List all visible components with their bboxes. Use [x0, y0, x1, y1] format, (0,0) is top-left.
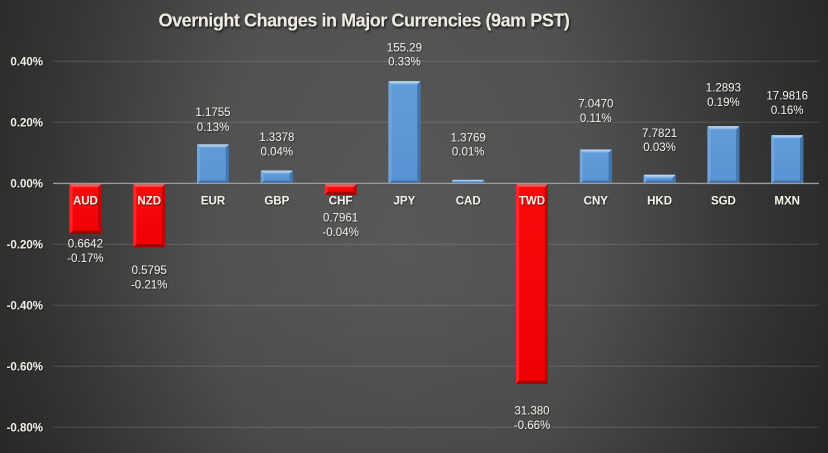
svg-text:-0.66%: -0.66%	[514, 420, 550, 432]
svg-text:0.6642: 0.6642	[68, 238, 103, 250]
svg-text:SGD: SGD	[711, 195, 736, 207]
svg-text:7.0470: 7.0470	[578, 98, 613, 110]
svg-text:CNY: CNY	[584, 195, 609, 207]
svg-text:31.380: 31.380	[514, 406, 549, 418]
svg-text:0.13%: 0.13%	[197, 122, 230, 134]
svg-text:EUR: EUR	[201, 195, 226, 207]
svg-text:AUD: AUD	[73, 195, 98, 207]
svg-text:0.40%: 0.40%	[10, 56, 43, 68]
svg-text:-0.20%: -0.20%	[7, 239, 43, 251]
svg-text:-0.21%: -0.21%	[131, 280, 167, 292]
svg-text:0.33%: 0.33%	[388, 57, 421, 69]
svg-text:0.01%: 0.01%	[452, 147, 485, 159]
svg-text:0.19%: 0.19%	[707, 97, 740, 109]
svg-text:CHF: CHF	[329, 195, 353, 207]
svg-text:0.7961: 0.7961	[323, 213, 358, 225]
svg-text:0.03%: 0.03%	[643, 142, 676, 154]
svg-text:1.3378: 1.3378	[259, 132, 294, 144]
svg-text:1.3769: 1.3769	[451, 132, 486, 144]
svg-text:0.11%: 0.11%	[580, 113, 612, 125]
svg-text:-0.04%: -0.04%	[322, 227, 358, 239]
svg-text:JPY: JPY	[394, 195, 416, 207]
svg-text:-0.60%: -0.60%	[7, 361, 43, 373]
svg-text:0.00%: 0.00%	[10, 178, 43, 190]
svg-text:MXN: MXN	[774, 195, 800, 207]
svg-text:0.20%: 0.20%	[10, 117, 43, 129]
svg-text:7.7821: 7.7821	[642, 128, 677, 140]
svg-text:155.29: 155.29	[387, 42, 422, 54]
svg-text:0.16%: 0.16%	[771, 105, 804, 117]
svg-text:Overnight Changes in Major Cur: Overnight Changes in Major Currencies (9…	[159, 11, 570, 31]
svg-text:17.9816: 17.9816	[766, 91, 808, 103]
svg-text:1.2893: 1.2893	[706, 83, 741, 95]
svg-text:CAD: CAD	[456, 195, 481, 207]
svg-text:-0.80%: -0.80%	[7, 422, 43, 434]
svg-text:-0.40%: -0.40%	[7, 300, 43, 312]
svg-text:TWD: TWD	[519, 195, 545, 207]
svg-text:HKD: HKD	[647, 195, 672, 207]
svg-text:0.04%: 0.04%	[260, 146, 293, 158]
svg-text:GBP: GBP	[264, 195, 289, 207]
svg-text:0.5795: 0.5795	[132, 265, 167, 277]
svg-text:NZD: NZD	[137, 195, 161, 207]
svg-text:-0.17%: -0.17%	[67, 253, 103, 265]
svg-text:1.1755: 1.1755	[195, 107, 230, 119]
